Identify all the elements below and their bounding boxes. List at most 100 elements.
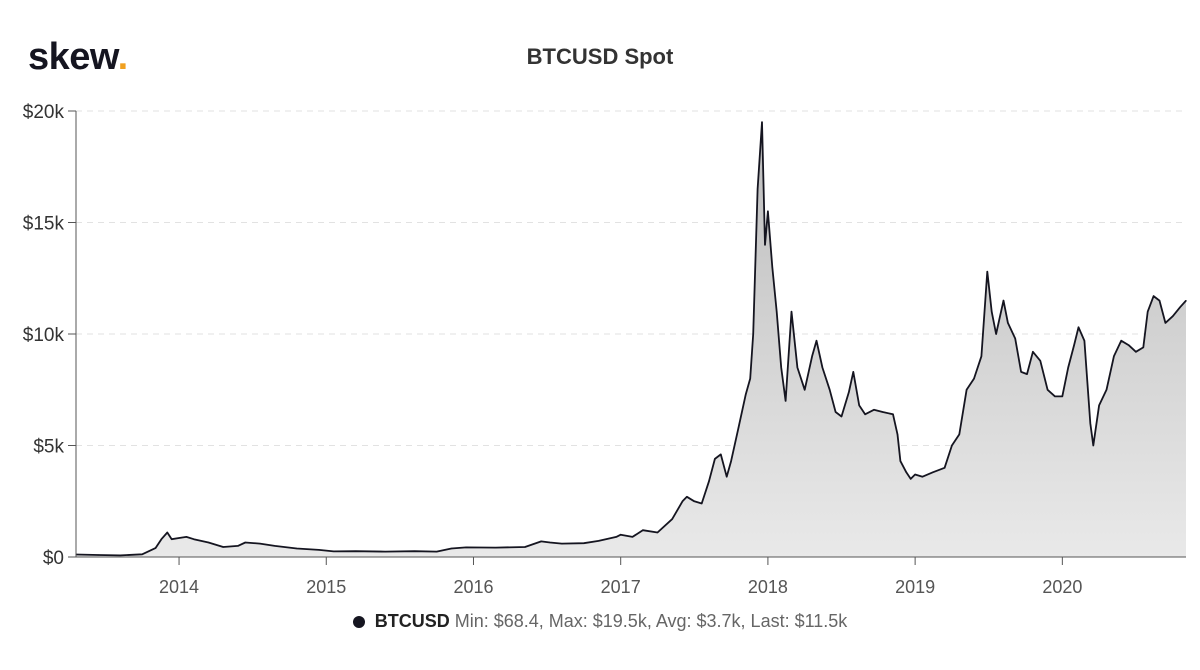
data-point — [848, 391, 850, 393]
data-point — [244, 541, 246, 544]
data-point — [166, 531, 168, 534]
data-point — [1014, 337, 1016, 340]
data-point — [141, 553, 143, 555]
data-point — [620, 534, 622, 536]
data-point — [1089, 422, 1091, 424]
data-point — [864, 413, 866, 415]
data-point — [1179, 306, 1181, 308]
data-point — [944, 467, 946, 469]
data-point — [450, 547, 452, 550]
series-line-btcusd — [75, 121, 1187, 557]
data-point — [764, 244, 766, 246]
data-point — [355, 550, 357, 552]
data-point — [899, 460, 902, 462]
data-point — [656, 531, 659, 534]
data-point — [540, 540, 542, 543]
data-point — [160, 538, 162, 540]
data-point — [790, 311, 793, 313]
data-point — [873, 409, 875, 411]
data-point — [524, 546, 526, 548]
y-tick-label: $0 — [43, 548, 64, 569]
data-point — [995, 333, 997, 335]
logo-text: skew — [28, 36, 118, 78]
data-point — [154, 547, 157, 549]
data-point — [1077, 326, 1080, 328]
legend[interactable]: BTCUSD Min: $68.4, Max: $19.5k, Avg: $3.… — [0, 611, 1200, 632]
price-chart: $0$5k$10k$15k$20k 2014 2015 2016 2017 2018 20… — [23, 102, 1187, 597]
data-point — [414, 550, 416, 552]
x-tick-label: 2019 — [895, 577, 935, 597]
data-point — [752, 333, 754, 335]
data-point — [631, 536, 634, 538]
data-point — [1067, 366, 1069, 369]
data-point — [951, 444, 953, 447]
data-point — [914, 473, 916, 476]
data-point — [207, 541, 210, 544]
data-point — [686, 496, 688, 498]
data-point — [1092, 444, 1094, 447]
series-area-fill — [76, 122, 1186, 557]
data-point — [958, 433, 960, 435]
data-point — [583, 542, 585, 544]
data-point — [921, 476, 924, 478]
legend-series-name: BTCUSD — [374, 611, 450, 631]
data-point — [821, 366, 824, 369]
data-point — [318, 549, 320, 551]
data-point — [804, 389, 806, 391]
data-point — [1172, 315, 1174, 317]
data-point — [465, 546, 467, 549]
data-point — [780, 366, 782, 369]
data-point — [835, 411, 837, 413]
data-point — [1098, 404, 1100, 406]
data-point — [1047, 389, 1049, 391]
data-point — [771, 266, 773, 268]
data-point — [178, 537, 180, 539]
legend-stats: Min: $68.4, Max: $19.5k, Avg: $3.7k, Las… — [454, 611, 848, 631]
data-point — [1039, 360, 1041, 362]
data-point — [767, 210, 769, 212]
area-layer — [75, 121, 1187, 557]
data-point — [549, 541, 551, 544]
data-point — [910, 478, 912, 480]
data-point — [761, 121, 763, 123]
data-point — [615, 536, 617, 538]
data-point — [882, 411, 884, 413]
data-point — [1128, 344, 1130, 346]
data-point — [815, 340, 818, 342]
data-point — [1142, 346, 1144, 348]
x-tick-label: 2014 — [159, 577, 199, 597]
legend-marker-icon — [352, 616, 365, 629]
data-point — [119, 554, 121, 557]
data-point — [1032, 351, 1034, 353]
data-point — [829, 389, 831, 391]
data-point — [905, 471, 907, 473]
data-point — [1026, 373, 1028, 375]
x-tick-label: 2018 — [748, 577, 788, 597]
data-point — [852, 371, 854, 373]
logo-dot: . — [117, 36, 129, 78]
x-tick-label: 2017 — [601, 577, 641, 597]
data-point — [171, 538, 173, 540]
data-point — [193, 538, 195, 540]
data-point — [745, 393, 747, 395]
data-point — [796, 366, 799, 369]
data-point — [222, 546, 224, 548]
data-point — [1153, 295, 1155, 297]
data-point — [1113, 355, 1115, 357]
data-point — [681, 500, 684, 502]
data-point — [776, 311, 778, 313]
data-point — [973, 378, 975, 380]
data-point — [701, 502, 703, 505]
data-point — [1185, 300, 1187, 302]
data-point — [1083, 340, 1085, 342]
data-point — [671, 518, 673, 520]
data-point — [495, 547, 497, 549]
data-point — [693, 500, 695, 502]
data-point — [737, 427, 740, 429]
x-tick-label: 2020 — [1042, 577, 1082, 597]
y-axis-ticks: $0 $5k $10k $15k $20k — [23, 102, 76, 569]
y-tick-label: $15k — [23, 214, 65, 235]
data-point — [259, 543, 261, 545]
data-point — [1007, 322, 1009, 324]
data-point — [1164, 322, 1166, 324]
